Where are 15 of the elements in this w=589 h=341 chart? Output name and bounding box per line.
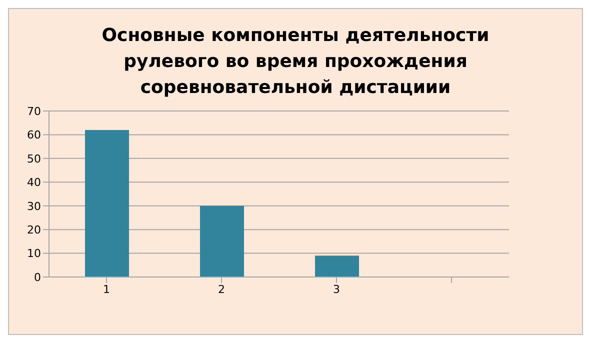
y-tick-label: 0 — [34, 270, 41, 284]
x-tick-label: 2 — [218, 282, 225, 296]
bar — [85, 130, 129, 277]
bar — [315, 256, 359, 277]
y-tick-label: 50 — [27, 152, 41, 166]
x-tick-label: 3 — [333, 282, 340, 296]
y-tick-label: 20 — [27, 223, 41, 236]
y-tick-label: 10 — [27, 247, 41, 260]
chart-title: Основные компоненты деятельности рулевого во время прохождения соревновательной дистациии — [100, 24, 490, 100]
bar — [200, 206, 244, 277]
y-tick-label: 30 — [27, 200, 41, 213]
x-tick-label: 1 — [103, 282, 110, 296]
y-tick-label: 40 — [27, 176, 41, 190]
y-tick-label: 70 — [27, 104, 41, 118]
y-tick-label: 60 — [27, 128, 41, 142]
